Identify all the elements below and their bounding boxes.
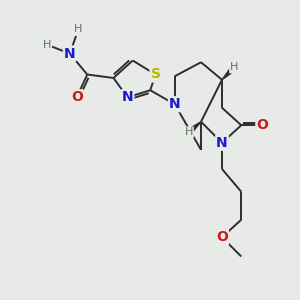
Text: H: H [43, 40, 51, 50]
Text: O: O [71, 90, 83, 104]
Text: S: S [151, 68, 160, 82]
Text: H: H [184, 127, 193, 137]
Text: H: H [74, 24, 83, 34]
Text: O: O [256, 118, 268, 132]
Text: N: N [64, 46, 76, 61]
Text: N: N [216, 136, 228, 150]
Text: N: N [169, 97, 181, 111]
Text: N: N [122, 90, 133, 104]
Text: H: H [230, 62, 238, 73]
Text: O: O [216, 230, 228, 244]
Polygon shape [187, 122, 201, 134]
Polygon shape [222, 65, 236, 80]
